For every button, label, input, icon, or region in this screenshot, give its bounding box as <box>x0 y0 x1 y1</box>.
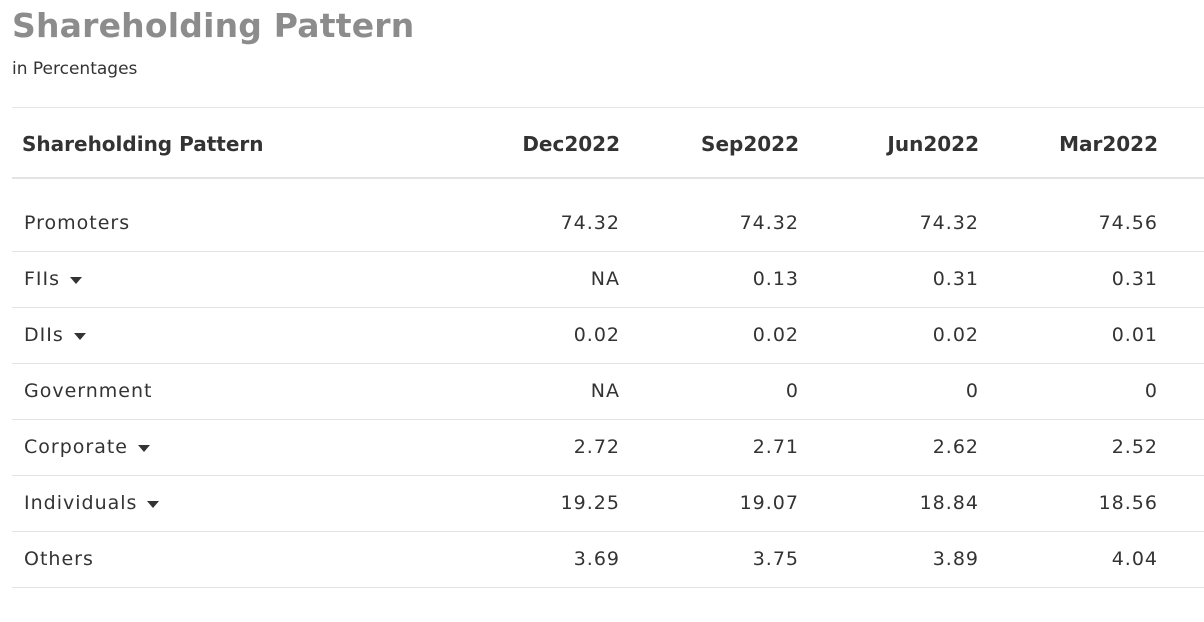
row-label: Others <box>24 548 94 570</box>
table-cell: 18.84 <box>919 492 979 514</box>
column-header-pattern: Shareholding Pattern <box>22 132 264 156</box>
caret-down-icon[interactable] <box>137 444 150 452</box>
caret-down-icon[interactable] <box>73 332 86 340</box>
table-row-corporate: Corporate 2.72 2.71 2.62 2.52 <box>12 420 1204 476</box>
table-header-row: Shareholding Pattern Dec2022 Sep2022 Jun… <box>12 107 1204 179</box>
table-cell: 2.71 <box>752 436 799 458</box>
table-cell: 74.32 <box>739 212 799 234</box>
table-cell: 0.02 <box>932 324 979 346</box>
table-cell: 0.02 <box>752 324 799 346</box>
table-cell: 74.32 <box>919 212 979 234</box>
row-label[interactable]: Corporate <box>24 436 150 458</box>
table-cell: 0.31 <box>932 268 979 290</box>
caret-down-icon[interactable] <box>147 500 160 508</box>
caret-down-icon[interactable] <box>70 276 83 284</box>
table-row-others: Others 3.69 3.75 3.89 4.04 <box>12 532 1204 588</box>
table-cell: 3.89 <box>932 548 979 570</box>
row-label-text[interactable]: Individuals <box>24 492 138 514</box>
table-cell: NA <box>590 380 620 402</box>
column-header-dec2022: Dec2022 <box>522 132 620 156</box>
table-cell: 2.52 <box>1111 436 1158 458</box>
table-row-diis: DIIs 0.02 0.02 0.02 0.01 <box>12 308 1204 364</box>
table-row-promoters: Promoters 74.32 74.32 74.32 74.56 <box>12 196 1204 252</box>
row-label: Promoters <box>24 212 130 234</box>
page-subtitle: in Percentages <box>12 59 138 79</box>
table-row-government: Government NA 0 0 0 <box>12 364 1204 420</box>
row-label[interactable]: DIIs <box>24 324 86 346</box>
table-cell: 74.32 <box>560 212 620 234</box>
row-label[interactable]: Individuals <box>24 492 160 514</box>
column-header-sep2022: Sep2022 <box>701 132 799 156</box>
column-header-jun2022: Jun2022 <box>887 132 979 156</box>
table-header-spacer <box>12 179 1204 196</box>
table-cell: 0.31 <box>1111 268 1158 290</box>
table-cell: 0 <box>965 380 979 402</box>
table-cell: 0 <box>785 380 799 402</box>
table-cell: 0.01 <box>1111 324 1158 346</box>
table-cell: 2.72 <box>573 436 620 458</box>
row-label[interactable]: FIIs <box>24 268 83 290</box>
table-cell: 2.62 <box>932 436 979 458</box>
table-cell: 0 <box>1144 380 1158 402</box>
page-title: Shareholding Pattern <box>12 6 415 45</box>
row-label-text[interactable]: Corporate <box>24 436 128 458</box>
table-cell: 4.04 <box>1111 548 1158 570</box>
column-header-mar2022: Mar2022 <box>1059 132 1158 156</box>
table-cell: 0.13 <box>752 268 799 290</box>
row-label-text: Promoters <box>24 212 131 234</box>
row-label-text[interactable]: DIIs <box>24 324 64 346</box>
row-label: Government <box>24 380 153 402</box>
table-cell: 74.56 <box>1098 212 1158 234</box>
table-row-fiis: FIIs NA 0.13 0.31 0.31 <box>12 252 1204 308</box>
table-cell: 19.25 <box>560 492 620 514</box>
table-cell: NA <box>590 268 620 290</box>
row-label-text: Government <box>24 380 153 402</box>
table-cell: 19.07 <box>739 492 799 514</box>
table-cell: 3.75 <box>752 548 799 570</box>
table-cell: 18.56 <box>1098 492 1158 514</box>
table-cell: 0.02 <box>573 324 620 346</box>
row-label-text: Others <box>24 548 94 570</box>
table-cell: 3.69 <box>573 548 620 570</box>
row-label-text[interactable]: FIIs <box>24 268 61 290</box>
table-row-individuals: Individuals 19.25 19.07 18.84 18.56 <box>12 476 1204 532</box>
shareholding-table: Shareholding Pattern Dec2022 Sep2022 Jun… <box>12 107 1204 588</box>
